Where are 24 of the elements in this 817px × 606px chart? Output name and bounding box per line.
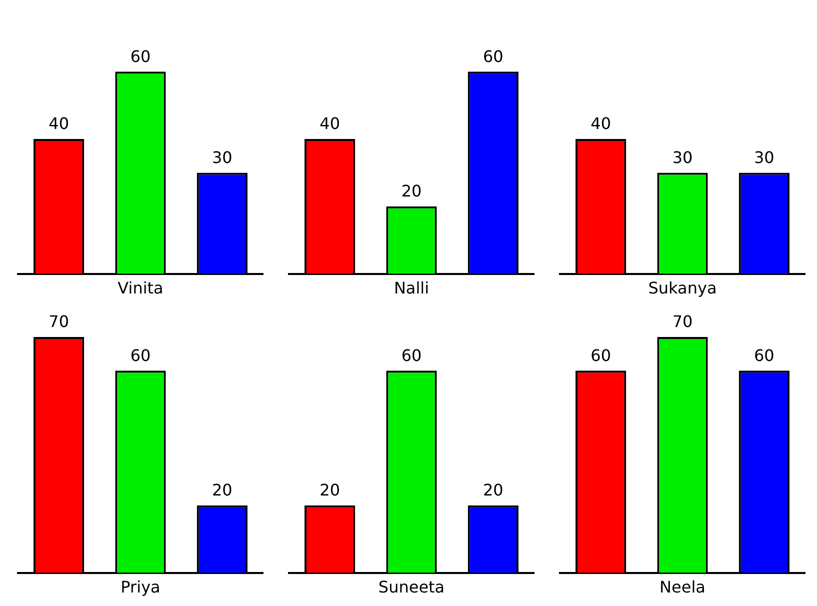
data-label: 70	[672, 312, 693, 332]
data-label: 30	[212, 148, 232, 167]
data-label: 60	[130, 346, 151, 365]
x-axis-title: Vinita	[118, 278, 164, 298]
x-axis-title: Nalli	[394, 278, 430, 298]
data-label: 60	[401, 346, 422, 365]
x-axis-title: Neela	[660, 578, 706, 597]
data-label: 60	[130, 46, 151, 66]
data-label: 30	[754, 148, 774, 167]
data-label: 20	[401, 182, 422, 201]
data-label: 60	[482, 46, 504, 66]
data-label: 60	[754, 346, 774, 365]
data-label: 20	[482, 480, 504, 500]
data-label: 30	[672, 148, 693, 167]
data-label: 60	[590, 346, 612, 365]
x-axis-title: Priya	[120, 578, 160, 597]
x-axis-title: Suneeta	[378, 578, 445, 597]
data-label: 40	[320, 114, 340, 134]
data-label: 70	[48, 312, 70, 332]
data-label: 40	[48, 114, 70, 134]
data-label: 20	[212, 480, 232, 500]
x-axis-title: Sukanya	[648, 278, 717, 298]
data-label: 40	[590, 114, 612, 134]
data-label: 20	[320, 480, 340, 500]
